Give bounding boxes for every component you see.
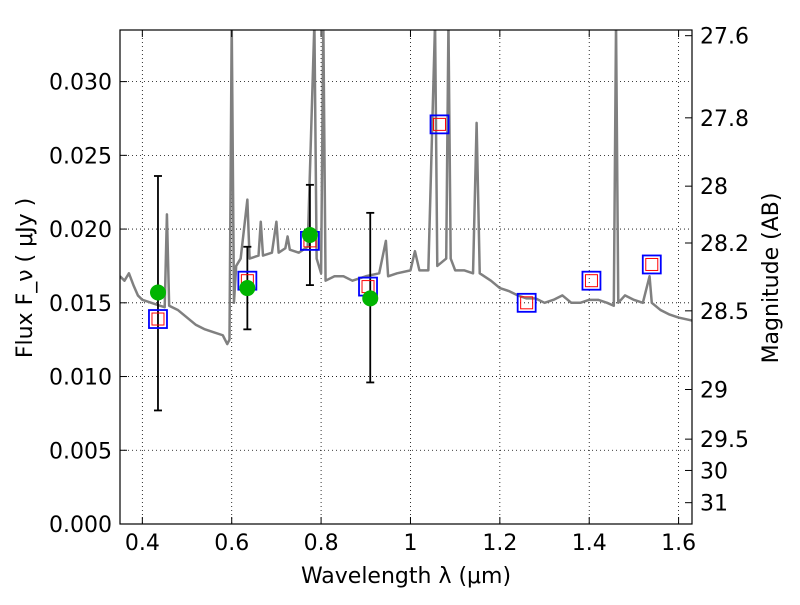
x-axis-title: Wavelength λ (μm) (301, 564, 511, 589)
y2-tick-label: 28.2 (700, 232, 749, 257)
axes-border (119, 29, 693, 525)
model-inner-marker (645, 257, 659, 271)
y-axis-title: Flux F_ν ( μJy ) (13, 198, 38, 358)
y-tick-label: 0.010 (49, 366, 112, 391)
y-tick-label: 0.020 (49, 218, 112, 243)
model-inner-marker (151, 312, 165, 326)
grid-layer (120, 30, 692, 525)
y-tick-label: 0.025 (49, 144, 112, 169)
model-box-marker (429, 114, 450, 135)
y2-tick-label: 29 (700, 379, 728, 404)
y2-axis-title: Magnitude (AB) (759, 193, 784, 364)
x-tick-label: 0.8 (304, 531, 339, 556)
observed-point (301, 226, 318, 243)
y2-tick-label: 28.5 (700, 300, 749, 325)
y2-tick-label: 27.8 (700, 107, 749, 132)
y-tick-label: 0.005 (49, 439, 112, 464)
model-inner-marker (433, 117, 447, 131)
x-tick-label: 1 (403, 531, 417, 556)
y2-tick-label: 30 (700, 459, 728, 484)
y2-tick-label: 31 (700, 492, 728, 517)
y-tick-label: 0.030 (49, 71, 112, 96)
x-tick-label: 1.2 (482, 531, 517, 556)
x-tick-label: 1.4 (572, 531, 607, 556)
y-tick-label: 0.015 (49, 292, 112, 317)
y2-tick-label: 28 (700, 175, 728, 200)
observed-point (149, 284, 166, 301)
x-tick-label: 1.6 (661, 531, 696, 556)
tick-layer: 0.4 0.6 0.8 1 1.2 1.4 1.6 0.000 0.005 0.010 0.015 0… (49, 25, 749, 556)
model-inner-marker (584, 274, 598, 288)
model-box-marker (516, 292, 537, 313)
axes-frame (119, 29, 693, 525)
model-box-marker (148, 309, 168, 329)
model-inner-marker (520, 296, 534, 310)
observed-point (362, 290, 379, 307)
model-box-marker (641, 254, 662, 275)
x-tick-label: 0.4 (125, 531, 160, 556)
y2-tick-label: 27.6 (700, 25, 749, 50)
spectrum-line (120, 30, 692, 346)
y2-tick-label: 29.5 (700, 428, 749, 453)
plot-area (120, 30, 692, 412)
observed-point (239, 280, 256, 297)
y-tick-label: 0.000 (49, 513, 112, 538)
model-box-marker (581, 270, 602, 291)
x-tick-label: 0.6 (214, 531, 249, 556)
